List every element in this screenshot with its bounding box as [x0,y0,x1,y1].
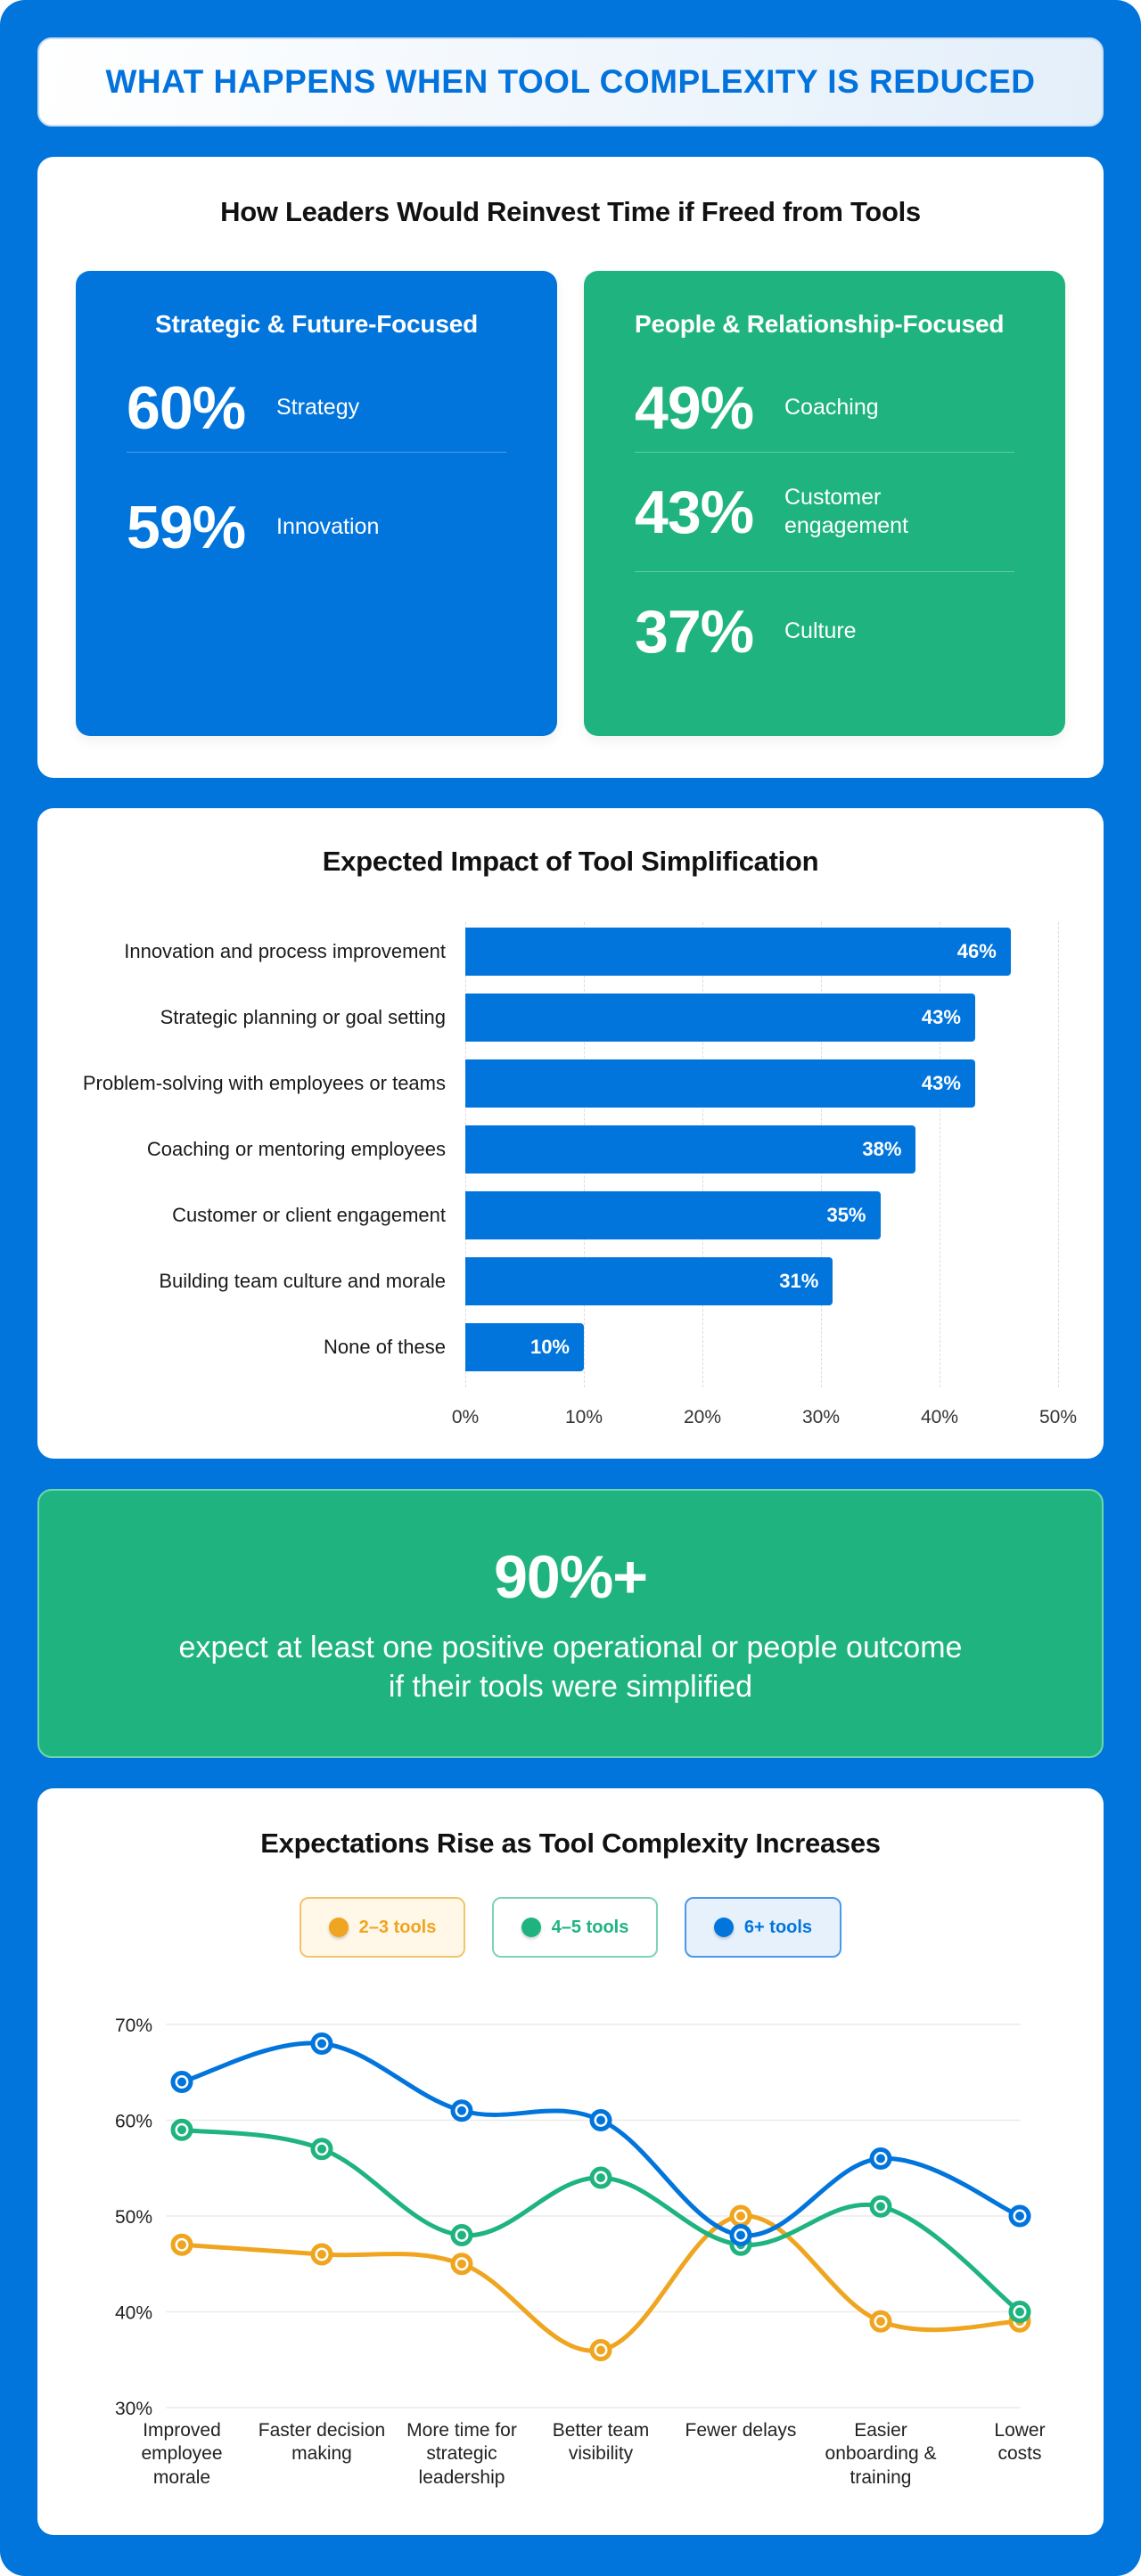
bar-category-label: Customer or client engagement [172,1204,446,1226]
bar-value-label: 46% [956,940,997,962]
stat-label: Coaching [784,394,879,420]
bar: 43% [465,1059,975,1108]
x-category-label: Lower costs [994,2420,1046,2465]
header-banner: WHAT HAPPENS WHEN TOOL COMPLEXITY IS RED… [37,37,1104,127]
bar-category-label: Strategic planning or goal setting [160,1006,446,1028]
legend-item-2-3-tools[interactable]: 2–3 tools [300,1897,465,1958]
impact-chart-card: Expected Impact of Tool Simplification 0… [37,808,1104,1459]
stat-row: 43% Customer engagement [635,453,1014,572]
legend-label: 6+ tools [743,1917,813,1937]
group-title: People & Relationship-Focused [635,310,1005,338]
bar-value-label: 10% [529,1336,570,1358]
stat-row: 59% Innovation [127,453,506,572]
stat-value: 60% [127,373,246,442]
callout-value: 90%+ [494,1543,648,1611]
x-tick-label: 40% [920,1407,959,1427]
stat-value: 59% [127,494,246,561]
legend-item-4-5-tools[interactable]: 4–5 tools [492,1897,658,1958]
bar-value-label: 43% [921,1072,961,1094]
bar-value-label: 31% [779,1270,819,1292]
bar-category-label: Problem-solving with employees or teams [82,1072,446,1094]
bar: 10% [465,1323,584,1371]
x-category-label: Fewer delays [685,2420,797,2441]
stat-value: 37% [635,598,754,666]
bar-chart: 0% 10% 20% 30% 40% 50% Innovation and process … [37,808,1104,1459]
legend-item-6-plus-tools[interactable]: 6+ tools [685,1897,841,1958]
reinvest-title: How Leaders Would Reinvest Time if Freed… [220,196,921,227]
green-dot-icon [521,1918,541,1937]
stat-row: 37% Culture [635,572,1014,691]
bar-category-label: None of these [324,1336,446,1358]
callout-card: 90%+ expect at least one positive operat… [37,1489,1104,1758]
gridline [1058,922,1059,1387]
stat-row: 60% Strategy [127,364,506,453]
chart-legend: 2–3 tools 4–5 tools 6+ tools [37,1897,1104,1958]
x-tick-label: 0% [451,1407,480,1427]
stat-label: Strategy [276,394,360,420]
stat-value: 49% [635,373,754,442]
group-title: Strategic & Future-Focused [155,310,478,338]
page-title: WHAT HAPPENS WHEN TOOL COMPLEXITY IS RED… [105,63,1036,100]
impact-title: Expected Impact of Tool Simplification [322,846,819,877]
x-category-label: Faster decision making [258,2420,386,2465]
bar: 35% [465,1191,881,1239]
bar: 43% [465,994,975,1042]
bar: 46% [465,928,1011,976]
stat-value: 43% [635,478,754,546]
callout-text: expect at least one positive operational… [178,1631,963,1705]
bar-value-label: 38% [862,1138,902,1160]
strategic-group: Strategic & Future-Focused 60% Strategy … [76,271,557,736]
x-tick-label: 20% [683,1407,722,1427]
x-category-label: Easier onboarding & training [825,2420,937,2488]
expectations-title: Expectations Rise as Tool Complexity Inc… [260,1828,881,1859]
bar-value-label: 43% [921,1006,961,1028]
stat-label: Culture [784,618,857,644]
bar-category-label: Building team culture and morale [159,1270,446,1292]
legend-label: 2–3 tools [358,1917,437,1937]
blue-dot-icon [713,1918,734,1937]
bar-value-label: 35% [826,1204,866,1226]
x-category-label: More time for strategic leadership [406,2420,517,2488]
bar: 38% [465,1125,916,1174]
legend-label: 4–5 tools [551,1917,629,1937]
stat-row: 49% Coaching [635,364,1014,453]
orange-dot-icon [328,1918,349,1937]
stat-label: Customer engagement [784,485,909,538]
x-tick-label: 50% [1038,1407,1078,1427]
bar-category-label: Innovation and process improvement [124,940,446,962]
people-group: People & Relationship-Focused 49% Coachi… [584,271,1065,736]
x-tick-label: 30% [801,1407,841,1427]
reinvest-card: How Leaders Would Reinvest Time if Freed… [37,157,1104,778]
x-category-label: Improved employee morale [141,2420,223,2488]
stat-label: Innovation [276,514,380,540]
bar: 31% [465,1257,833,1305]
bar-category-label: Coaching or mentoring employees [146,1138,446,1160]
x-category-label: Better team visibility [552,2420,650,2465]
x-tick-label: 10% [564,1407,603,1427]
